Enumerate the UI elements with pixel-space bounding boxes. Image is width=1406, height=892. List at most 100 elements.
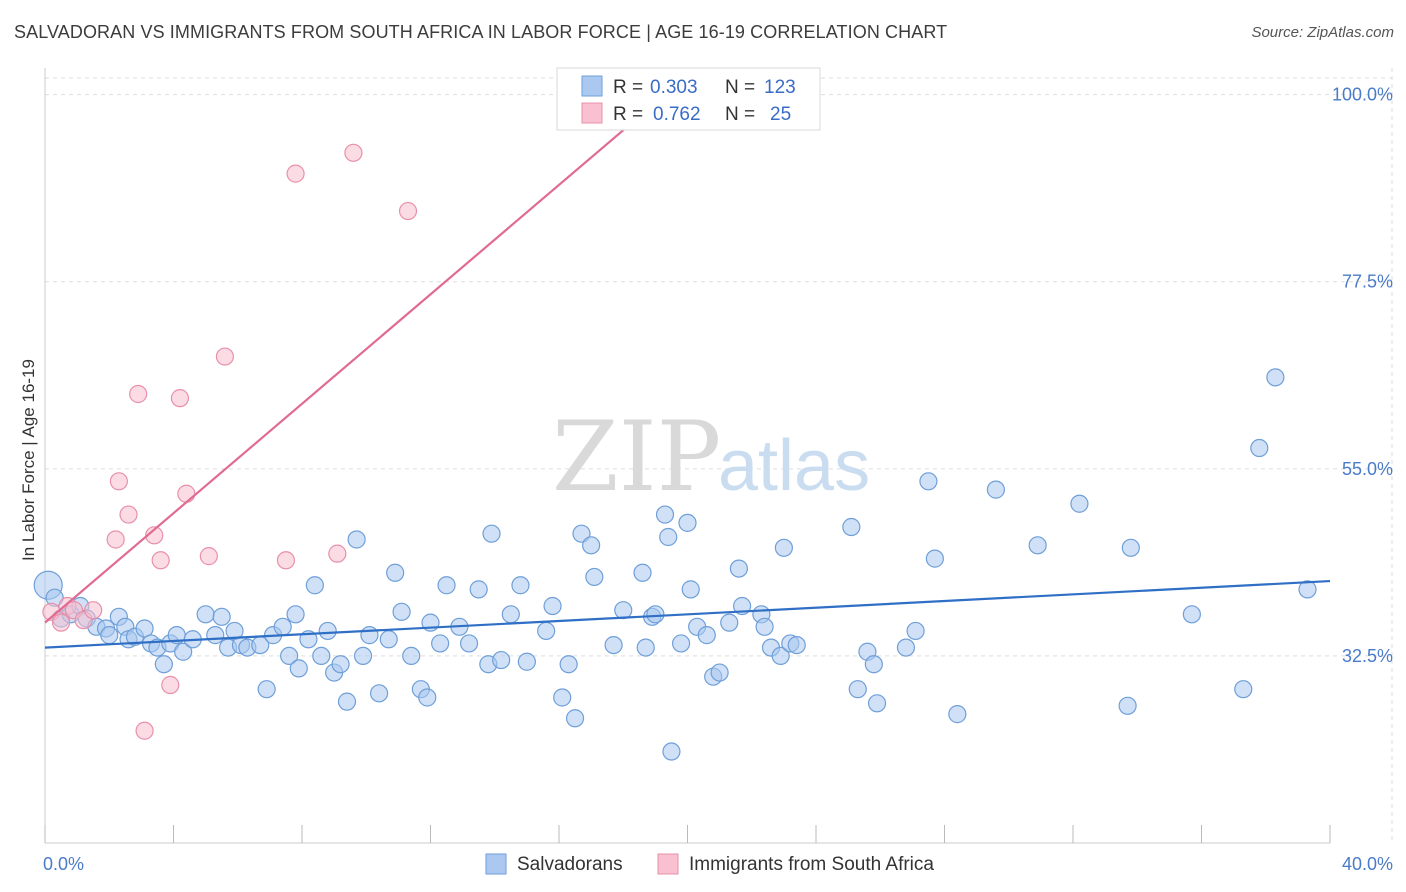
salvadorans-point-68 bbox=[565, 709, 585, 728]
legend-r-value-1: 0.303 bbox=[650, 77, 698, 98]
grid-lines bbox=[45, 68, 1393, 843]
salvadorans-point-76 bbox=[636, 638, 655, 657]
salvadorans-point-64 bbox=[537, 621, 556, 641]
salvadorans-point-36 bbox=[305, 576, 324, 595]
series-salvadorans-points bbox=[33, 368, 1317, 761]
watermark: ZIP atlas bbox=[552, 401, 870, 513]
salvadorans-point-113 bbox=[1182, 605, 1201, 624]
salvadorans-point-79 bbox=[659, 527, 678, 547]
y-tick-label-3: 100.0% bbox=[1332, 85, 1393, 105]
legend-r-label-2: R = bbox=[613, 104, 643, 125]
salvadorans-point-62 bbox=[511, 576, 530, 595]
south-africa-point-8 bbox=[119, 505, 138, 524]
salvadorans-point-99 bbox=[848, 680, 867, 699]
salvadorans-point-37 bbox=[312, 646, 331, 666]
salvadorans-point-72 bbox=[604, 635, 623, 655]
salvadorans-point-108 bbox=[986, 480, 1006, 499]
chart-title: SALVADORAN VS IMMIGRANTS FROM SOUTH AFRI… bbox=[14, 22, 948, 42]
watermark-atlas: atlas bbox=[718, 426, 870, 506]
legend-r-label-1: R = bbox=[613, 77, 643, 98]
salvadorans-point-98 bbox=[842, 517, 861, 537]
bottom-legend-swatch-salvadorans bbox=[485, 853, 507, 875]
bottom-legend-swatch-south-africa bbox=[657, 853, 679, 875]
legend-n-label-1: N = bbox=[725, 77, 755, 98]
salvadorans-point-46 bbox=[379, 630, 398, 649]
salvadorans-point-95 bbox=[774, 538, 793, 557]
salvadorans-point-29 bbox=[257, 680, 276, 699]
x-axis bbox=[44, 68, 1331, 844]
south-africa-point-6 bbox=[106, 530, 125, 549]
salvadorans-point-70 bbox=[582, 536, 601, 555]
salvadorans-point-87 bbox=[710, 663, 729, 682]
salvadorans-point-57 bbox=[469, 580, 488, 599]
x-tick-label-0: 0.0% bbox=[43, 854, 84, 874]
watermark-zip: ZIP bbox=[552, 401, 721, 513]
salvadorans-point-107 bbox=[948, 705, 967, 724]
south-africa-point-22 bbox=[398, 201, 418, 221]
salvadorans-point-51 bbox=[418, 688, 437, 707]
salvadorans-point-85 bbox=[697, 626, 716, 645]
legend-top: R = 0.303 N = 123 R = 0.762 N = 25 bbox=[556, 67, 821, 131]
salvadorans-point-63 bbox=[517, 652, 536, 671]
legend-r-value-2: 0.762 bbox=[653, 104, 701, 125]
salvadorans-point-73 bbox=[614, 601, 633, 620]
salvadorans-point-102 bbox=[867, 694, 887, 713]
south-africa-point-19 bbox=[286, 164, 305, 183]
salvadorans-point-111 bbox=[1121, 538, 1140, 557]
salvadorans-point-47 bbox=[386, 563, 405, 582]
salvadorans-point-59 bbox=[482, 524, 501, 543]
south-africa-point-15 bbox=[177, 484, 196, 503]
salvadorans-point-32 bbox=[280, 646, 299, 666]
salvadorans-point-112 bbox=[1118, 696, 1137, 715]
salvadorans-point-61 bbox=[501, 605, 520, 624]
y-tick-label-1: 55.0% bbox=[1342, 459, 1393, 479]
salvadorans-point-41 bbox=[337, 692, 357, 711]
salvadorans-point-49 bbox=[402, 646, 421, 666]
salvadorans-point-83 bbox=[681, 580, 700, 599]
x-tick-labels: 0.0% 40.0% bbox=[43, 854, 1393, 874]
south-africa-point-1 bbox=[51, 613, 71, 632]
south-africa-point-21 bbox=[344, 143, 363, 162]
salvadorans-point-105 bbox=[919, 472, 938, 491]
salvadorans-point-92 bbox=[755, 617, 774, 636]
south-africa-point-9 bbox=[129, 384, 148, 404]
x-tick-label-1: 40.0% bbox=[1342, 854, 1393, 874]
salvadorans-point-8 bbox=[100, 626, 119, 645]
salvadorans-point-74 bbox=[633, 563, 652, 582]
salvadorans-trend-line bbox=[44, 579, 1331, 649]
salvadorans-point-16 bbox=[154, 655, 173, 674]
legend-bottom: Salvadorans Immigrants from South Africa bbox=[485, 853, 934, 875]
salvadorans-point-88 bbox=[720, 613, 739, 632]
legend-swatch-blue bbox=[581, 75, 603, 97]
salvadorans-point-22 bbox=[206, 626, 225, 645]
salvadorans-point-54 bbox=[437, 576, 456, 595]
legend-n-label-2: N = bbox=[725, 104, 755, 125]
salvadorans-point-97 bbox=[787, 635, 806, 655]
south-africa-point-7 bbox=[109, 472, 128, 491]
legend-swatch-pink bbox=[581, 102, 603, 124]
salvadorans-point-65 bbox=[543, 596, 562, 616]
salvadorans-point-13 bbox=[135, 619, 154, 638]
south-africa-point-14 bbox=[170, 389, 190, 408]
salvadorans-point-82 bbox=[678, 513, 697, 532]
salvadorans-point-80 bbox=[662, 742, 681, 761]
y-tick-label-2: 77.5% bbox=[1342, 272, 1393, 292]
south-africa-point-17 bbox=[215, 347, 234, 366]
salvadorans-point-60 bbox=[492, 650, 511, 670]
south-africa-point-10 bbox=[135, 721, 154, 740]
south-africa-point-20 bbox=[328, 544, 347, 563]
salvadorans-point-101 bbox=[864, 655, 883, 674]
south-africa-point-12 bbox=[151, 551, 170, 570]
salvadorans-point-33 bbox=[286, 605, 305, 624]
salvadorans-point-109 bbox=[1028, 536, 1047, 555]
salvadorans-point-34 bbox=[289, 659, 308, 678]
salvadorans-point-38 bbox=[318, 621, 337, 641]
salvadorans-point-43 bbox=[353, 646, 373, 666]
salvadorans-point-67 bbox=[559, 655, 578, 674]
salvadorans-point-77 bbox=[646, 605, 665, 624]
chart-source: Source: ZipAtlas.com bbox=[1251, 24, 1394, 41]
salvadorans-point-21 bbox=[196, 605, 215, 624]
y-axis-label: In Labor Force | Age 16-19 bbox=[19, 359, 38, 561]
salvadorans-point-44 bbox=[360, 626, 379, 645]
